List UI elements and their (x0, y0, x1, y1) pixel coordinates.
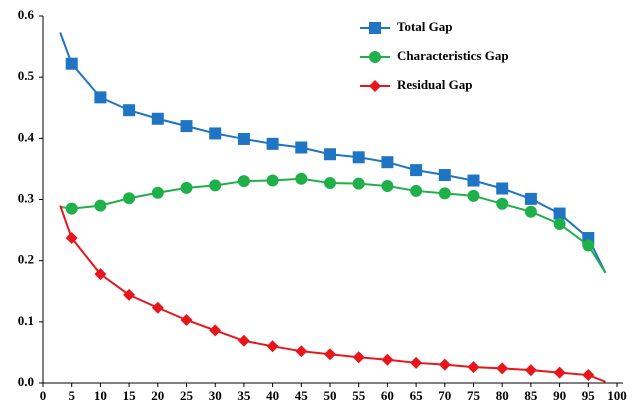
x-tick-label: 100 (607, 388, 627, 403)
marker (410, 184, 423, 197)
marker (180, 120, 193, 133)
marker (180, 313, 193, 326)
marker (496, 362, 509, 375)
marker (381, 156, 394, 169)
marker (65, 232, 78, 245)
x-tick-label: 55 (352, 388, 366, 403)
marker (295, 141, 308, 154)
marker (324, 176, 336, 189)
y-tick-label: 0.3 (18, 190, 35, 205)
y-tick-label: 0.2 (18, 252, 34, 267)
marker (381, 180, 394, 193)
marker (496, 182, 509, 195)
marker (237, 175, 250, 188)
marker (438, 358, 451, 371)
marker (209, 179, 222, 192)
marker (369, 22, 381, 34)
y-tick-label: 0.4 (18, 129, 35, 144)
marker (524, 192, 537, 205)
marker (524, 364, 537, 377)
x-tick-label: 90 (553, 388, 566, 403)
y-tick-label: 0.6 (18, 7, 35, 22)
x-tick-label: 60 (381, 388, 394, 403)
marker (180, 181, 193, 194)
marker (151, 112, 164, 125)
marker (553, 366, 566, 379)
x-tick-label: 75 (467, 388, 481, 403)
marker (151, 301, 164, 314)
x-tick-label: 30 (209, 388, 222, 403)
x-tick-label: 0 (40, 388, 47, 403)
x-tick-label: 40 (266, 388, 279, 403)
x-tick-label: 85 (524, 388, 538, 403)
x-tick-label: 5 (68, 388, 75, 403)
marker (123, 104, 136, 117)
marker (123, 192, 136, 205)
marker (381, 353, 394, 366)
series-line (60, 177, 607, 274)
marker (209, 127, 222, 140)
y-tick-label: 0.5 (18, 68, 35, 83)
marker (295, 172, 308, 185)
x-tick-label: 95 (582, 388, 596, 403)
marker (467, 174, 480, 187)
x-tick-label: 15 (123, 388, 137, 403)
marker (237, 132, 250, 145)
x-tick-label: 20 (151, 388, 164, 403)
x-tick-label: 10 (94, 388, 107, 403)
marker (123, 288, 136, 301)
x-tick-label: 35 (237, 388, 251, 403)
marker (65, 202, 78, 215)
marker (553, 207, 566, 220)
x-tick-label: 25 (180, 388, 194, 403)
x-tick-label: 65 (410, 388, 424, 403)
marker (410, 356, 423, 369)
x-tick-label: 45 (295, 388, 309, 403)
marker (94, 91, 107, 104)
marker (369, 51, 381, 63)
marker (410, 164, 423, 177)
marker (352, 177, 365, 190)
marker (65, 57, 78, 70)
marker (324, 148, 336, 161)
marker (369, 80, 381, 92)
marker (266, 174, 279, 187)
y-tick-label: 0.1 (18, 313, 34, 328)
marker (582, 369, 595, 382)
marker (438, 187, 451, 200)
marker (438, 169, 451, 182)
marker (94, 268, 107, 281)
marker (352, 351, 365, 364)
marker (524, 205, 537, 218)
x-tick-label: 70 (438, 388, 451, 403)
marker (237, 334, 250, 347)
x-tick-label: 50 (324, 388, 337, 403)
marker (151, 186, 164, 199)
marker (94, 199, 107, 212)
marker (209, 324, 222, 337)
x-tick-label: 80 (496, 388, 509, 403)
legend-label: Residual Gap (397, 77, 473, 92)
marker (496, 197, 509, 210)
marker (467, 189, 480, 202)
marker (553, 217, 566, 230)
marker (295, 345, 308, 358)
marker (266, 340, 279, 353)
marker (324, 348, 336, 361)
marker (467, 361, 480, 374)
legend-label: Total Gap (397, 19, 453, 34)
marker (582, 239, 595, 252)
y-tick-label: 0.0 (18, 374, 34, 389)
marker (352, 151, 365, 164)
marker (266, 137, 279, 150)
legend-label: Characteristics Gap (397, 48, 509, 63)
